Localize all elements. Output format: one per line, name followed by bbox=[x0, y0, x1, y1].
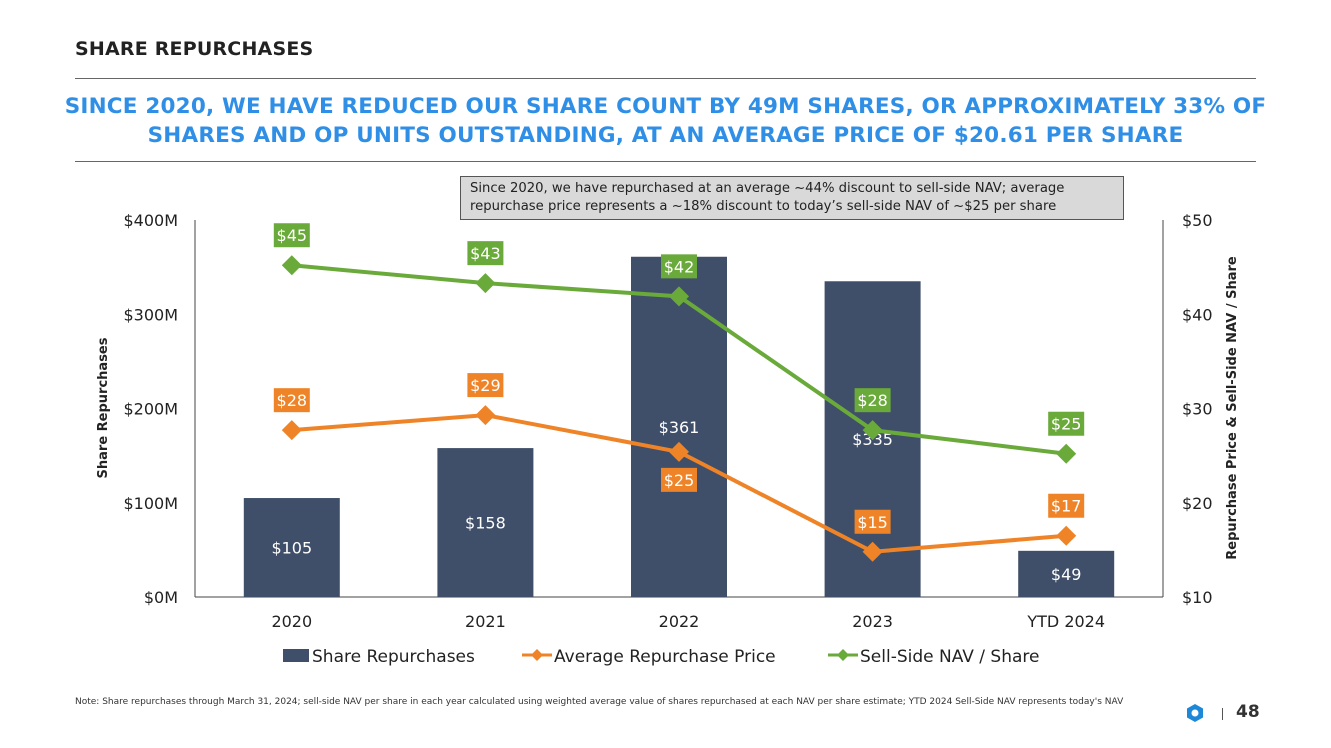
avg-price-label-bg bbox=[854, 509, 891, 534]
nav-marker bbox=[281, 255, 302, 276]
company-logo-icon bbox=[1187, 704, 1203, 722]
headline: SINCE 2020, WE HAVE REDUCED OUR SHARE CO… bbox=[64, 94, 1267, 148]
avg-price-marker bbox=[1056, 525, 1077, 546]
nav-data-label: $43 bbox=[470, 244, 501, 263]
avg-price-label-bg bbox=[1048, 493, 1085, 518]
nav-label-bg bbox=[467, 241, 504, 266]
legend-swatch-marker bbox=[837, 649, 849, 661]
x-tick-label: 2023 bbox=[852, 612, 893, 631]
nav-marker bbox=[1056, 443, 1077, 464]
avg-price-marker bbox=[281, 420, 302, 441]
nav-label-bg bbox=[273, 223, 310, 248]
right-axis-title: Repurchase Price & Sell-Side NAV / Share bbox=[1225, 256, 1240, 560]
divider bbox=[75, 161, 1256, 162]
nav-marker bbox=[862, 420, 883, 441]
legend-swatch-bars bbox=[283, 649, 309, 662]
legend-label: Share Repurchases bbox=[312, 647, 475, 667]
divider bbox=[1222, 708, 1223, 720]
left-tick-label: $0M bbox=[144, 588, 178, 607]
x-tick-label: 2022 bbox=[659, 612, 700, 631]
avg-price-label-bg bbox=[467, 373, 504, 398]
nav-marker bbox=[669, 286, 689, 307]
avg-price-label-bg bbox=[661, 467, 697, 492]
bar-share-repurchases bbox=[243, 498, 340, 597]
right-tick-label: $40 bbox=[1182, 305, 1213, 324]
slide-title: SHARE REPURCHASES bbox=[75, 38, 314, 60]
avg-price-label-bg bbox=[273, 388, 310, 413]
left-tick-label: $200M bbox=[123, 400, 178, 419]
bar-share-repurchases bbox=[437, 448, 534, 597]
left-tick-label: $400M bbox=[123, 211, 178, 230]
footnote: Note: Share repurchases through March 31… bbox=[75, 697, 1124, 707]
nav-data-label: $42 bbox=[664, 257, 695, 276]
x-tick-label: 2020 bbox=[271, 612, 312, 631]
legend-label: Sell-Side NAV / Share bbox=[860, 647, 1039, 667]
bar-share-repurchases bbox=[631, 256, 727, 597]
avg-price-data-label: $17 bbox=[1051, 497, 1082, 516]
right-tick-label: $10 bbox=[1182, 588, 1213, 607]
page-number: 48 bbox=[1236, 702, 1260, 722]
avg-price-data-label: $25 bbox=[664, 471, 695, 490]
nav-label-bg bbox=[661, 254, 697, 279]
avg-price-data-label: $29 bbox=[470, 376, 501, 395]
right-tick-label: $20 bbox=[1182, 494, 1213, 513]
bar-data-label: $158 bbox=[465, 514, 506, 533]
bar-data-label: $361 bbox=[659, 418, 700, 437]
callout-box: Since 2020, we have repurchased at an av… bbox=[460, 176, 1124, 220]
nav-data-label: $25 bbox=[1051, 415, 1082, 434]
nav-marker bbox=[475, 273, 496, 294]
right-tick-label: $50 bbox=[1182, 211, 1213, 230]
nav-data-label: $45 bbox=[277, 226, 308, 245]
bar-data-label: $105 bbox=[271, 539, 312, 558]
nav-label-bg bbox=[1048, 411, 1085, 436]
legend-swatch-marker bbox=[531, 649, 543, 661]
avg-price-marker bbox=[862, 541, 883, 562]
avg-price-marker bbox=[669, 441, 689, 462]
x-tick-label: 2021 bbox=[465, 612, 506, 631]
left-tick-label: $300M bbox=[123, 305, 178, 324]
legend-label: Average Repurchase Price bbox=[554, 647, 776, 667]
divider bbox=[75, 78, 1256, 79]
nav-label-bg bbox=[854, 388, 891, 413]
x-tick-label: YTD 2024 bbox=[1026, 612, 1105, 631]
bar-share-repurchases bbox=[1018, 550, 1115, 597]
left-tick-label: $100M bbox=[123, 494, 178, 513]
nav-data-label: $28 bbox=[857, 391, 888, 410]
left-axis-title: Share Repurchases bbox=[96, 337, 111, 478]
avg-price-data-label: $15 bbox=[857, 513, 888, 532]
bar-data-label: $49 bbox=[1051, 565, 1082, 584]
avg-price-data-label: $28 bbox=[277, 391, 308, 410]
avg-price-marker bbox=[475, 405, 496, 426]
right-tick-label: $30 bbox=[1182, 400, 1213, 419]
